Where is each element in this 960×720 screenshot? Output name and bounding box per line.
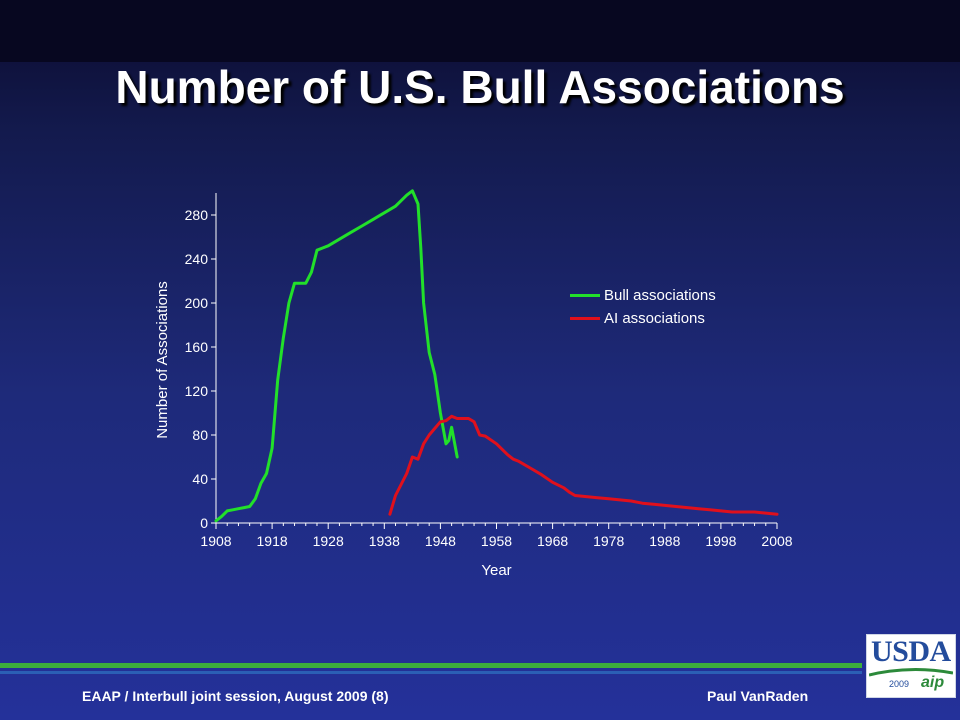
y-tick-label: 200: [185, 295, 209, 311]
footer-session-text: EAAP / Interbull joint session, August 2…: [82, 688, 389, 704]
x-tick-label: 1958: [481, 533, 512, 549]
x-tick-label: 1998: [705, 533, 736, 549]
x-tick-label: 1928: [313, 533, 344, 549]
x-tick-label: 2008: [761, 533, 792, 549]
legend-item-ai: AI associations: [570, 307, 716, 330]
x-axis-title: Year: [481, 562, 511, 579]
x-tick-label: 1948: [425, 533, 456, 549]
x-tick-label: 1918: [257, 533, 288, 549]
x-tick-label: 1938: [369, 533, 400, 549]
usda-logo: USDA 2009 aip: [866, 634, 956, 698]
x-tick-label: 1968: [537, 533, 568, 549]
legend-item-bull: Bull associations: [570, 284, 716, 307]
y-tick-label: 160: [185, 339, 209, 355]
chart-legend: Bull associations AI associations: [570, 284, 716, 330]
y-tick-label: 80: [192, 427, 208, 443]
x-tick-label: 1978: [593, 533, 624, 549]
y-tick-label: 0: [200, 515, 208, 531]
footer-author: Paul VanRaden: [707, 688, 809, 704]
y-tick-label: 40: [192, 471, 208, 487]
series-line-bull: [214, 189, 459, 523]
legend-swatch-bull: [570, 294, 600, 297]
legend-swatch-ai: [570, 317, 600, 320]
x-tick-label: 1908: [200, 533, 231, 549]
logo-text: USDA: [871, 635, 951, 668]
logo-year: 2009: [889, 679, 910, 689]
y-axis-title: Number of Associations: [154, 281, 171, 439]
y-tick-label: 280: [185, 207, 209, 223]
legend-label-bull: Bull associations: [604, 287, 716, 304]
logo-aip-mark: aip: [921, 674, 945, 691]
footer-divider-green: [0, 663, 862, 668]
legend-label-ai: AI associations: [604, 310, 705, 327]
title-band: [0, 0, 960, 62]
x-tick-label: 1988: [649, 533, 680, 549]
logo-swoosh-icon: [869, 667, 953, 677]
footer-divider-blue: [0, 671, 862, 674]
series-line-ai: [388, 414, 779, 516]
slide-title: Number of U.S. Bull Associations: [115, 61, 845, 113]
y-tick-label: 120: [185, 383, 209, 399]
y-tick-label: 240: [185, 251, 209, 267]
